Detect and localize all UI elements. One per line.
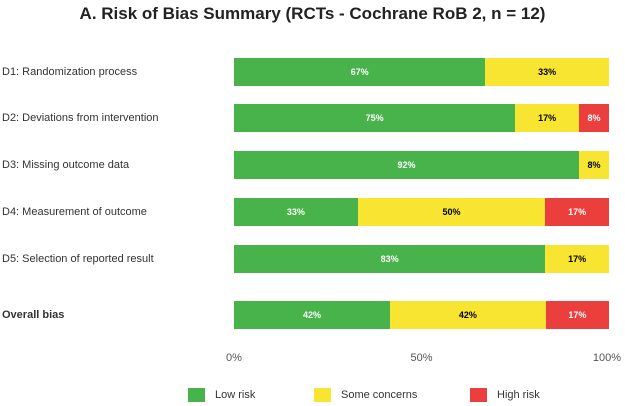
x-tick-label: 100% [592,352,622,364]
data-label: 17% [568,207,587,217]
data-label: 92% [397,160,416,170]
data-label: 17% [568,310,587,320]
bar-segment-low-risk: 83% [234,245,546,273]
bar-segment-high-risk: 17% [545,198,609,226]
x-tick-label: 50% [410,352,433,364]
bar-segment-high-risk: 8% [579,104,609,132]
bar-segment-some-concerns: 50% [357,198,546,226]
data-label: 50% [442,207,461,217]
bar-segment-high-risk: 17% [545,301,609,329]
legend-label-high-risk: High risk [497,389,540,401]
category-label: D1: Randomization process [2,66,138,78]
bar-segment-some-concerns: 33% [485,58,609,86]
bar-segment-some-concerns: 17% [515,104,579,132]
legend-label-low-risk: Low risk [215,389,256,401]
legend-swatch-some-concerns [314,388,331,402]
data-label: 42% [458,310,477,320]
legend-swatch-low-risk [188,388,205,402]
data-label: 83% [380,254,399,264]
legend-label-some-concerns: Some concerns [341,389,418,401]
category-label: D3: Missing outcome data [2,159,130,171]
data-label: 42% [302,310,321,320]
bar-segment-some-concerns: 17% [545,245,609,273]
bar-segment-low-risk: 92% [234,151,579,179]
data-label: 33% [538,67,557,77]
data-label: 33% [286,207,305,217]
data-label: 67% [350,67,369,77]
legend-swatch-high-risk [470,388,487,402]
data-label: 17% [538,113,557,123]
data-label: 75% [365,113,384,123]
bar-segment-low-risk: 42% [234,301,390,329]
bar-segment-low-risk: 67% [234,58,486,86]
category-label: Overall bias [2,309,65,321]
category-label: D5: Selection of reported result [2,253,154,265]
category-label: D4: Measurement of outcome [2,206,147,218]
data-label: 8% [587,160,601,170]
data-label: 17% [568,254,587,264]
bar-segment-some-concerns: 8% [579,151,609,179]
data-label: 8% [587,113,601,123]
bar-segment-low-risk: 33% [234,198,358,226]
bar-segment-some-concerns: 42% [389,301,546,329]
x-tick-label: 0% [226,352,242,364]
bar-segment-low-risk: 75% [234,104,516,132]
chart-title: A. Risk of Bias Summary (RCTs - Cochrane… [79,4,546,23]
category-label: D2: Deviations from intervention [2,112,159,124]
